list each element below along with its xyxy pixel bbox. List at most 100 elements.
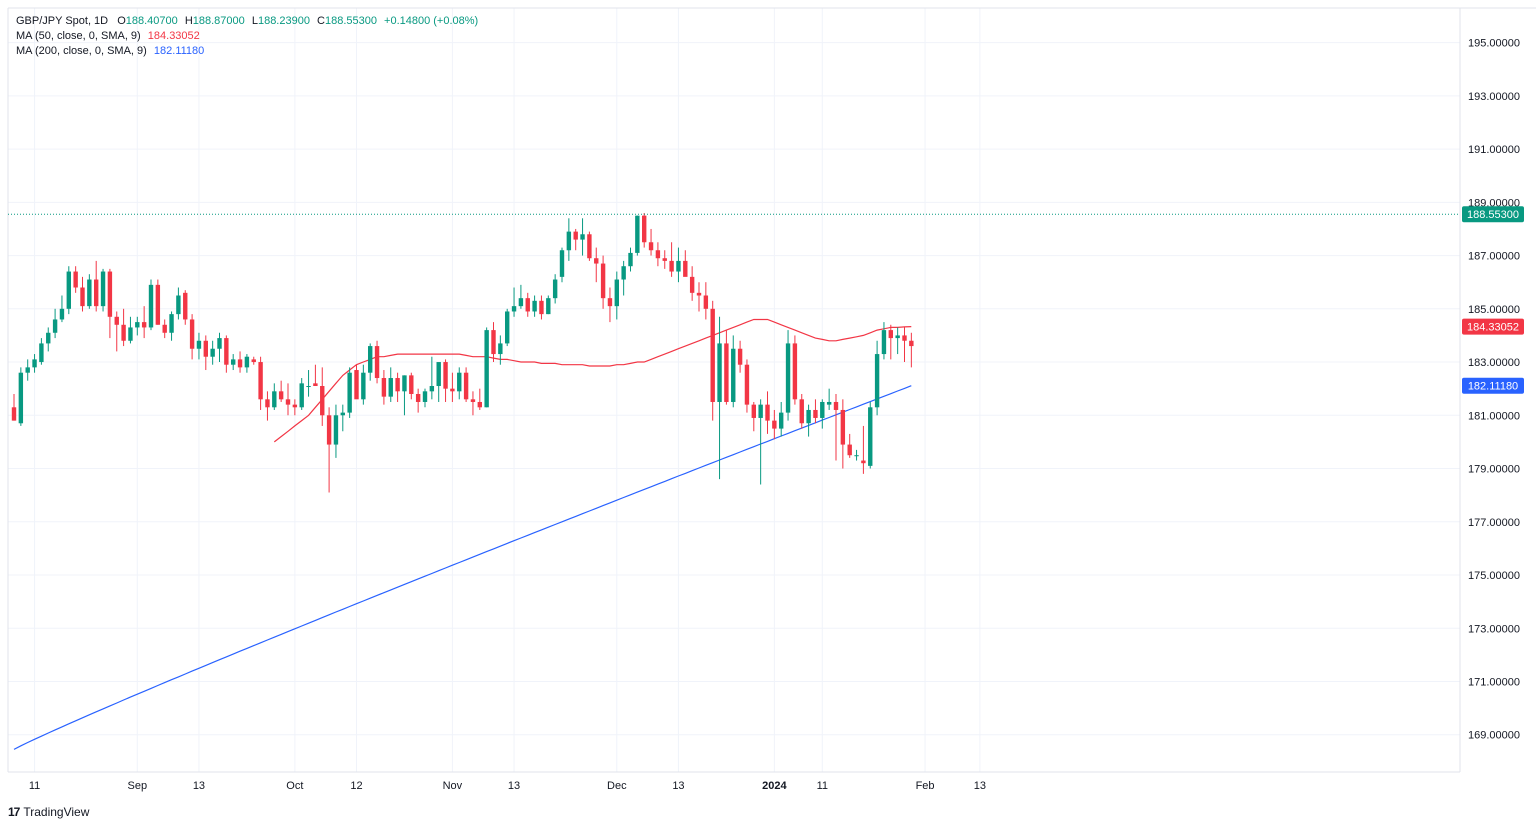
candle-body bbox=[642, 215, 647, 243]
x-tick-label: Nov bbox=[443, 780, 463, 792]
y-tick-label: 179.00000 bbox=[1468, 464, 1520, 476]
candle-body bbox=[381, 378, 387, 397]
y-tick-label: 177.00000 bbox=[1468, 517, 1520, 529]
candle-body bbox=[594, 258, 599, 264]
candle-body bbox=[285, 399, 291, 405]
candle-body bbox=[655, 250, 661, 259]
candle-body bbox=[888, 330, 893, 339]
open-value: 188.40700 bbox=[125, 15, 178, 27]
x-tick-label: 13 bbox=[193, 780, 205, 792]
candle-body bbox=[100, 271, 106, 307]
candle-body bbox=[361, 372, 366, 400]
candle-body bbox=[552, 279, 558, 299]
candle-body bbox=[415, 393, 421, 402]
candle-body bbox=[320, 386, 325, 416]
candle-body bbox=[354, 370, 359, 400]
candle-body bbox=[895, 335, 900, 339]
candle-body bbox=[278, 391, 284, 400]
candle-body bbox=[436, 362, 441, 387]
candle-body bbox=[141, 322, 147, 328]
candle-body bbox=[368, 346, 373, 373]
candle-body bbox=[854, 455, 859, 457]
candle-body bbox=[231, 359, 236, 365]
candle-body bbox=[470, 399, 476, 402]
candle-body bbox=[46, 332, 51, 344]
candle-body bbox=[114, 316, 119, 325]
candle-body bbox=[785, 343, 791, 413]
candle-body bbox=[422, 391, 428, 402]
candle-body bbox=[128, 327, 133, 341]
y-tick-label: 187.00000 bbox=[1468, 251, 1520, 263]
candle-body bbox=[779, 412, 784, 429]
candle-body bbox=[635, 215, 640, 253]
ma200-label: MA (200, close, 0, SMA, 9) bbox=[16, 45, 147, 57]
candle-body bbox=[313, 383, 318, 387]
candle-body bbox=[559, 250, 565, 277]
candle-body bbox=[333, 415, 339, 445]
candle-body bbox=[18, 372, 24, 424]
candle-body bbox=[710, 308, 715, 402]
candle-body bbox=[881, 330, 887, 355]
candle-body bbox=[374, 346, 380, 379]
candle-body bbox=[32, 359, 37, 368]
candle-body bbox=[176, 295, 181, 315]
y-tick-label: 183.00000 bbox=[1468, 357, 1520, 369]
candle-body bbox=[874, 354, 880, 408]
ma50-value: 184.33052 bbox=[147, 30, 200, 42]
candle-body bbox=[251, 359, 256, 363]
candle-body bbox=[189, 319, 195, 349]
tradingview-logo[interactable]: 17 TradingView bbox=[8, 805, 89, 819]
candle-body bbox=[532, 300, 537, 312]
ma50-line bbox=[273, 318, 912, 443]
candle-body bbox=[600, 263, 606, 299]
candle-body bbox=[169, 314, 174, 333]
candle-body bbox=[833, 401, 839, 410]
x-tick-label: 2024 bbox=[762, 780, 787, 792]
candle-body bbox=[237, 359, 243, 368]
candle-body bbox=[717, 343, 722, 402]
candle-body bbox=[662, 258, 667, 261]
x-tick-label: 11 bbox=[29, 780, 40, 792]
candle-body bbox=[792, 343, 798, 400]
candle-body bbox=[402, 375, 407, 392]
candle-body bbox=[25, 367, 30, 373]
candle-body bbox=[491, 330, 496, 355]
candle-body bbox=[347, 372, 352, 413]
candle-body bbox=[772, 420, 777, 429]
candle-body bbox=[607, 298, 613, 307]
candle-body bbox=[244, 356, 250, 368]
candle-body bbox=[217, 338, 222, 349]
candle-body bbox=[73, 271, 78, 288]
candle-body bbox=[683, 260, 688, 277]
ma50-price-label-bg bbox=[1462, 318, 1524, 335]
candle-body bbox=[826, 401, 832, 405]
candle-body bbox=[566, 231, 572, 251]
candle-body bbox=[689, 276, 695, 293]
last-price-label-bg bbox=[1462, 206, 1524, 223]
candle-body bbox=[628, 252, 633, 267]
candle-body bbox=[518, 298, 524, 307]
x-tick-label: 13 bbox=[672, 780, 684, 792]
candle-body bbox=[751, 404, 756, 418]
tradingview-logo-mark: 17 bbox=[8, 805, 20, 819]
candle-body bbox=[840, 409, 846, 445]
legend-ma200-row: MA (200, close, 0, SMA, 9) 182.11180 bbox=[16, 44, 478, 59]
ma50-price-label: 184.33052 bbox=[1467, 322, 1519, 334]
x-tick-label: 13 bbox=[974, 780, 986, 792]
ma200-value: 182.11180 bbox=[153, 45, 205, 57]
x-tick-label: 13 bbox=[508, 780, 520, 792]
x-tick-label: Sep bbox=[128, 780, 148, 792]
symbol-label: GBP/JPY Spot, 1D bbox=[16, 15, 109, 27]
candle-body bbox=[59, 308, 65, 320]
chart-legend: GBP/JPY Spot, 1D O188.40700 H188.87000 L… bbox=[16, 14, 478, 59]
candle-body bbox=[340, 412, 345, 416]
y-tick-label: 193.00000 bbox=[1468, 91, 1520, 103]
candle-body bbox=[731, 348, 736, 402]
candle-body bbox=[463, 372, 469, 400]
candle-body bbox=[799, 399, 804, 424]
candle-body bbox=[539, 300, 544, 315]
ma200-line bbox=[13, 385, 912, 750]
x-tick-label: Feb bbox=[916, 780, 935, 792]
y-tick-label: 191.00000 bbox=[1468, 144, 1520, 156]
